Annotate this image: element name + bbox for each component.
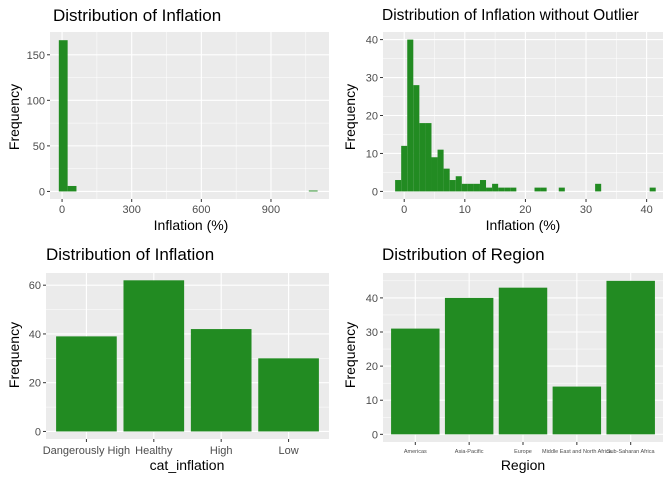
histogram-bar <box>431 157 438 192</box>
histogram-bar <box>540 187 547 192</box>
axes: 0 50 100 150 0 300 600 900 <box>27 50 281 216</box>
x-tick-label: Low <box>278 445 298 457</box>
chart-inflation-histogram: 0 50 100 150 0 300 600 900 Distribution of Infl… <box>6 6 329 233</box>
y-tick-label: 50 <box>33 141 45 153</box>
x-tick-label: 0 <box>59 204 65 216</box>
bar <box>56 336 117 432</box>
chart-title: Distribution of Region <box>382 245 545 264</box>
histogram-bar <box>510 187 517 192</box>
plot-panel <box>50 32 329 199</box>
bars <box>56 280 319 432</box>
x-axis-label: cat_inflation <box>150 457 225 473</box>
histogram-bar <box>425 123 432 192</box>
chart-title: Distribution of Inflation without Outlie… <box>382 7 639 24</box>
x-tick-label: Asia-Pacific <box>455 449 484 455</box>
histogram-bar <box>504 187 511 192</box>
x-tick-label: 0 <box>401 204 407 216</box>
histogram-bar <box>558 187 565 192</box>
bar <box>391 328 440 435</box>
bar <box>444 297 494 435</box>
y-tick-label: 10 <box>366 395 378 407</box>
bars <box>395 39 656 192</box>
x-tick-label: Healthy <box>135 445 173 457</box>
axes: 0 20 40 60 Dangerously High Healthy High Low <box>29 280 299 457</box>
histogram-bar <box>308 190 318 192</box>
y-tick-label: 0 <box>372 186 378 198</box>
histogram-bar <box>467 183 474 192</box>
bar <box>606 280 655 435</box>
histogram-bar <box>498 187 505 192</box>
histogram-bar <box>461 183 468 192</box>
histogram-bar <box>486 187 493 192</box>
histogram-bar <box>492 183 499 192</box>
y-tick-label: 40 <box>29 329 41 341</box>
histogram-bar <box>534 187 541 192</box>
y-tick-label: 40 <box>366 35 378 47</box>
x-tick-label: Sub-Saharan Africa <box>607 449 656 455</box>
x-axis-label: Inflation (%) <box>486 217 561 233</box>
histogram-bar <box>479 180 487 192</box>
y-tick-label: 0 <box>372 429 378 441</box>
y-tick-label: 150 <box>27 50 45 62</box>
histogram-bar <box>649 187 656 192</box>
y-axis-label: Frequency <box>6 322 22 388</box>
histogram-bar <box>413 85 420 192</box>
bar <box>190 329 252 432</box>
y-tick-label: 20 <box>366 111 378 123</box>
x-axis-label: Region <box>501 457 545 473</box>
histogram-bar <box>443 168 450 192</box>
y-tick-label: 30 <box>366 327 378 339</box>
bars <box>391 280 655 435</box>
histogram-bar <box>407 39 414 192</box>
histogram-bar <box>473 183 480 192</box>
bar <box>123 280 185 432</box>
x-tick-label: 30 <box>580 204 592 216</box>
histogram-bar <box>395 180 402 192</box>
y-tick-label: 0 <box>39 186 45 198</box>
x-tick-label: 900 <box>262 204 280 216</box>
histogram-bar <box>419 123 426 192</box>
y-tick-label: 20 <box>29 378 41 390</box>
x-tick-label: Europe <box>514 449 532 455</box>
x-axis-label: Inflation (%) <box>154 217 229 233</box>
chart-cat-inflation-bars: 0 20 40 60 Dangerously High Healthy High Low Di… <box>6 245 329 473</box>
y-tick-label: 40 <box>366 293 378 305</box>
bar <box>552 386 602 435</box>
histogram-bar <box>449 180 456 192</box>
x-tick-label: Middle East and North Africa <box>542 449 613 455</box>
histogram-bar <box>437 149 444 192</box>
chart-inflation-histogram-no-outlier: 0 10 20 30 40 0 10 20 30 40 Distribution of Infla… <box>342 7 663 233</box>
y-tick-label: 0 <box>35 426 41 438</box>
axes: 0 10 20 30 40 0 10 20 30 40 <box>366 35 653 216</box>
x-tick-label: Americas <box>404 449 427 455</box>
x-tick-label: 300 <box>123 204 141 216</box>
x-tick-label: 40 <box>641 204 653 216</box>
chart-title: Distribution of Inflation <box>46 245 214 264</box>
histogram-bar <box>58 40 68 192</box>
x-tick-label: High <box>210 445 233 457</box>
y-axis-label: Frequency <box>342 84 358 150</box>
axes: 0 10 20 30 40 Americas Asia-Pacific Europe Middl… <box>366 293 656 455</box>
chart-region-bars: 0 10 20 30 40 Americas Asia-Pacific Europe Middl… <box>342 245 663 473</box>
bar <box>498 287 548 435</box>
bars <box>58 40 318 192</box>
histogram-bar <box>595 183 602 192</box>
y-tick-label: 30 <box>366 73 378 85</box>
x-tick-label: 600 <box>192 204 210 216</box>
chart-title: Distribution of Inflation <box>53 6 221 25</box>
y-axis-label: Frequency <box>6 84 22 150</box>
histogram-bar <box>401 145 408 192</box>
bar <box>258 358 319 432</box>
histogram-bar <box>455 176 462 192</box>
x-tick-label: 20 <box>519 204 531 216</box>
y-tick-label: 10 <box>366 148 378 160</box>
x-tick-label: 10 <box>459 204 471 216</box>
y-axis-label: Frequency <box>342 322 358 388</box>
y-tick-label: 60 <box>29 280 41 292</box>
y-tick-label: 20 <box>366 361 378 373</box>
x-tick-label: Dangerously High <box>43 445 130 457</box>
y-tick-label: 100 <box>27 95 45 107</box>
histogram-bar <box>67 185 77 192</box>
